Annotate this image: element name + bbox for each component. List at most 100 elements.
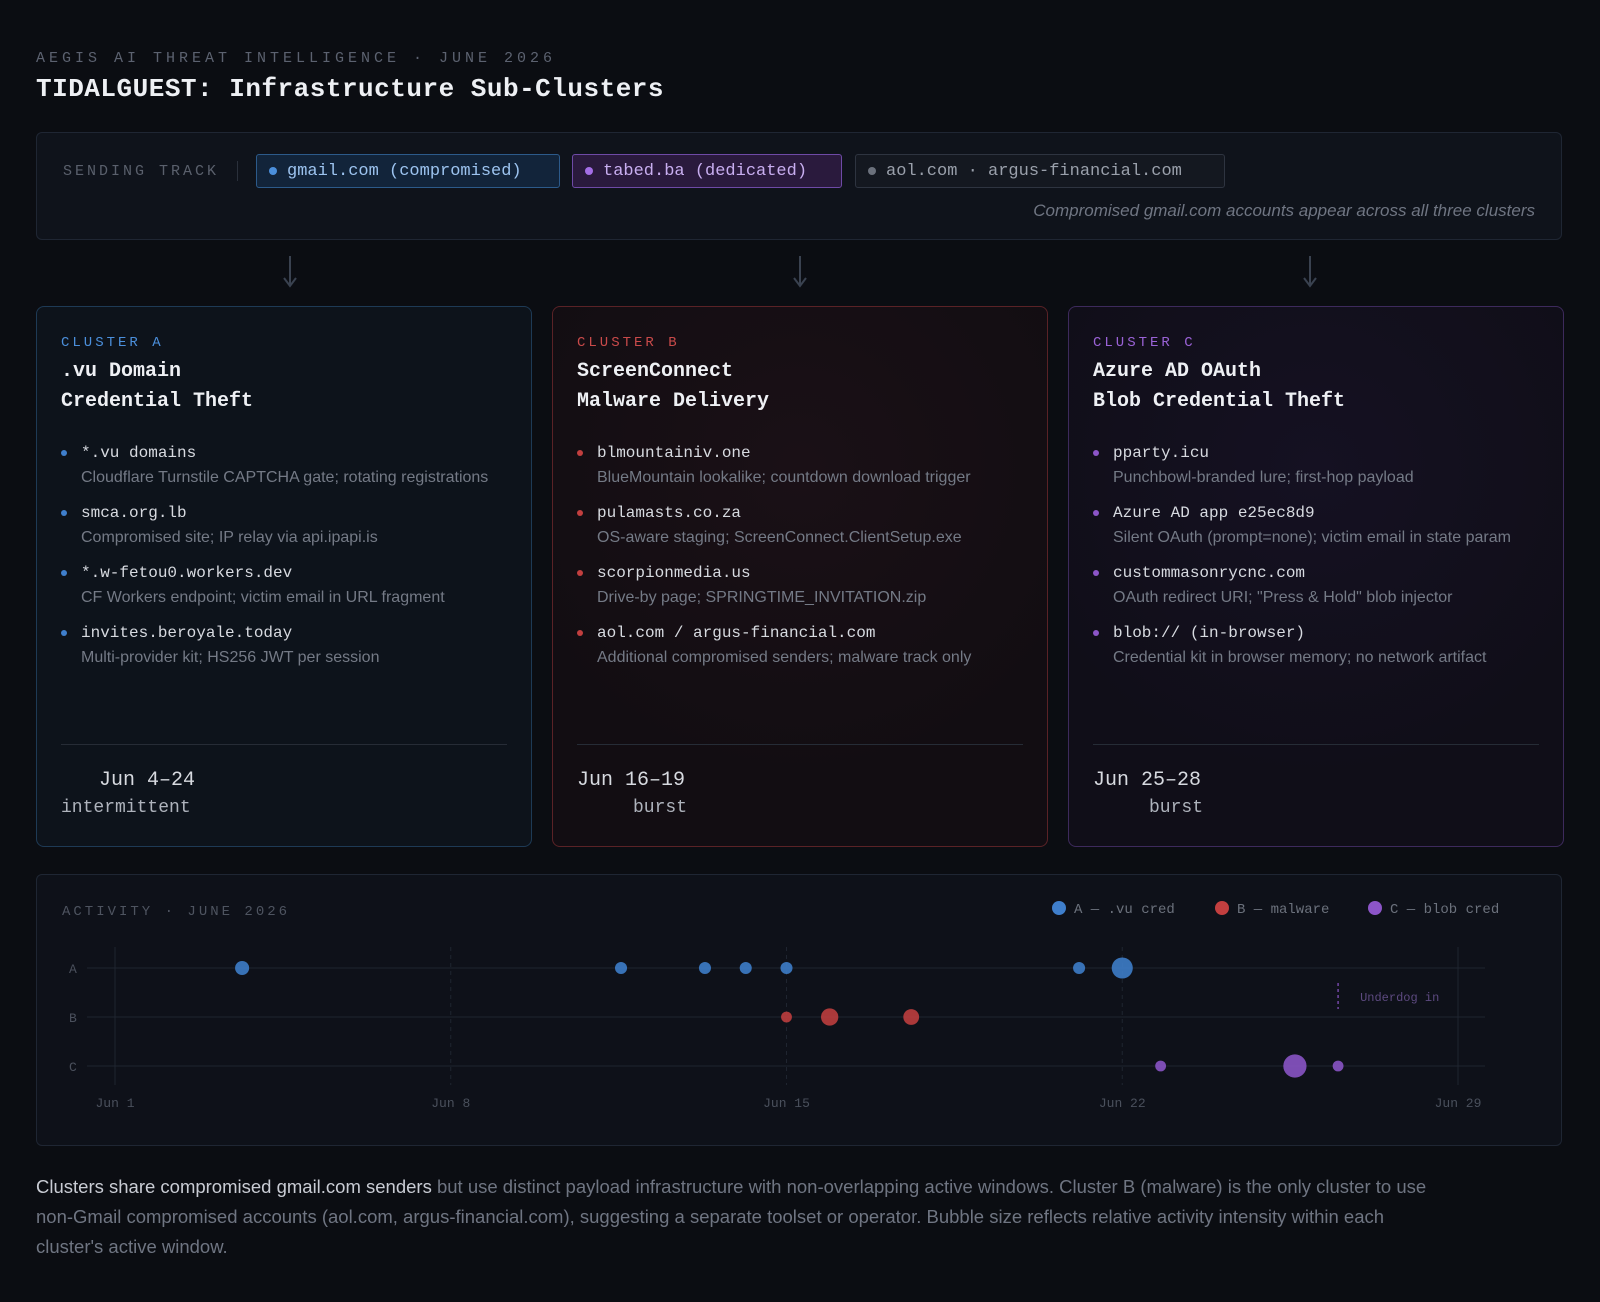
indicator-desc: Punchbowl-branded lure; first-hop payloa… [1113,469,1414,486]
activity-point [903,1009,920,1025]
indicator-desc: Credential kit in browser memory; no net… [1113,649,1487,666]
cluster-title: Azure AD OAuth Blob Credential Theft [1093,357,1533,417]
x-tick-label: Jun 29 [1435,1096,1482,1111]
activity-point [780,961,793,975]
x-tick-label: Jun 15 [763,1096,810,1111]
bullet-icon [61,630,67,636]
activity-point [614,961,628,975]
cluster-tag: CLUSTER B [577,335,680,351]
row-label: A [69,962,77,977]
cluster-title-line: Blob Credential Theft [1093,390,1346,413]
cluster-tag: CLUSTER A [61,335,164,351]
divider [577,744,1023,745]
bullet-icon [61,510,67,516]
list-item: invites.beroyale.today Multi-provider ki… [61,623,511,669]
list-item: blmountainiv.one BlueMountain lookalike;… [577,443,1027,489]
list-item: blob:// (in-browser) Credential kit in b… [1093,623,1543,669]
bullet-icon [1093,510,1099,516]
activity-point [235,960,250,976]
indicator-name: *.vu domains [81,444,197,462]
activity-point [1111,957,1133,979]
indicator-name: aol.com / argus-financial.com [597,624,876,642]
list-item: Azure AD app e25ec8d9 Silent OAuth (prom… [1093,503,1543,549]
activity-chart: ACTIVITY · JUNE 2026 A B C Jun 1 Jun 8 Jun 15… [62,901,1499,1111]
bullet-icon [577,450,583,456]
indicator-name: pparty.icu [1113,444,1210,462]
indicator-desc: Additional compromised senders; malware … [597,649,972,666]
indicator-desc: Silent OAuth (prompt=none); victim email… [1113,529,1511,546]
summary-rest: but use distinct payload infrastructure … [36,1176,1427,1257]
activity-point [698,961,711,975]
indicator-name: *.w-fetou0.workers.dev [81,564,293,582]
summary-lead: Clusters share compromised gmail.com sen… [36,1176,432,1197]
indicator-list: *.vu domains Cloudflare Turnstile CAPTCH… [61,443,511,669]
list-item: pparty.icu Punchbowl-branded lure; first… [1093,443,1543,489]
list-item: custommasonrycnc.com OAuth redirect URI;… [1093,563,1543,609]
active-window: Jun 4–24 [99,769,196,792]
list-item: *.w-fetou0.workers.dev CF Workers endpoi… [61,563,511,609]
activity-mode: intermittent [61,798,191,818]
indicator-name: blob:// (in-browser) [1113,624,1306,642]
arrow-down-icon [283,256,297,288]
legend-entry: C — blob cred [1390,902,1499,918]
cluster-b-card: CLUSTER B ScreenConnect Malware Delivery… [552,306,1048,847]
indicator-desc: BlueMountain lookalike; countdown downlo… [597,469,971,486]
list-item: pulamasts.co.za OS-aware staging; Screen… [577,503,1027,549]
row-label: B [69,1011,77,1026]
indicator-desc: Multi-provider kit; HS256 JWT per sessio… [81,649,380,666]
bullet-icon [1093,570,1099,576]
indicator-name: smca.org.lb [81,504,187,522]
page-title: TIDALGUEST: Infrastructure Sub-Clusters [36,74,664,104]
cluster-tag: CLUSTER C [1093,335,1196,351]
indicator-desc: Drive-by page; SPRINGTIME_INVITATION.zip [597,589,927,606]
indicator-desc: OS-aware staging; ScreenConnect.ClientSe… [597,529,962,546]
divider [1093,744,1539,745]
chip-dot-icon [585,167,593,175]
legend-entry: A — .vu cred [1074,902,1175,918]
activity-mode: burst [633,798,688,818]
indicator-name: Azure AD app e25ec8d9 [1113,504,1315,522]
legend-swatch [1215,901,1229,915]
chip-dot-icon [868,167,876,175]
arrow-down-icon [1303,256,1317,288]
list-item: smca.org.lb Compromised site; IP relay v… [61,503,511,549]
legend-entry: B — malware [1237,902,1329,918]
activity-point [1283,1054,1307,1078]
indicator-name: invites.beroyale.today [81,624,293,642]
bullet-icon [577,510,583,516]
activity-point [781,1011,792,1023]
cluster-title: .vu Domain Credential Theft [61,357,501,417]
sending-track-panel: SENDING TRACK gmail.com (compromised) ta… [36,132,1562,240]
divider [61,744,507,745]
bullet-icon [61,450,67,456]
active-window: Jun 16–19 [577,769,686,792]
sending-track-label: SENDING TRACK [63,163,220,180]
chip-tabed-label: tabed.ba (dedicated) [603,161,808,181]
cluster-title: ScreenConnect Malware Delivery [577,357,1017,417]
bullet-icon [577,630,583,636]
activity-chart-panel: ACTIVITY · JUNE 2026 A B C Jun 1 Jun 8 Jun 15… [36,874,1562,1146]
chip-dot-icon [269,167,277,175]
chip-gmail: gmail.com (compromised) [256,154,560,188]
bullet-icon [1093,630,1099,636]
bullet-icon [577,570,583,576]
cluster-a-card: CLUSTER A .vu Domain Credential Theft *.… [36,306,532,847]
indicator-list: pparty.icu Punchbowl-branded lure; first… [1093,443,1543,669]
legend-swatch [1368,901,1382,915]
x-tick-label: Jun 8 [431,1096,470,1111]
x-tick-label: Jun 22 [1099,1096,1146,1111]
chip-tabed: tabed.ba (dedicated) [572,154,842,188]
row-label: C [69,1060,77,1075]
report-eyebrow: AEGIS AI THREAT INTELLIGENCE · JUNE 2026 [36,50,557,67]
indicator-desc: Compromised site; IP relay via api.ipapi… [81,529,378,546]
activity-mode: burst [1149,798,1204,818]
indicator-name: scorpionmedia.us [597,564,751,582]
chip-gmail-label: gmail.com (compromised) [287,161,522,181]
chip-aol-argus-label: aol.com · argus-financial.com [886,161,1182,181]
cluster-title-line: .vu Domain [61,360,182,383]
activity-point [1155,1060,1167,1072]
cluster-title-line: Malware Delivery [577,390,770,413]
legend-swatch [1052,901,1066,915]
indicator-name: custommasonrycnc.com [1113,564,1306,582]
sending-track-note: Compromised gmail.com accounts appear ac… [1033,201,1535,220]
